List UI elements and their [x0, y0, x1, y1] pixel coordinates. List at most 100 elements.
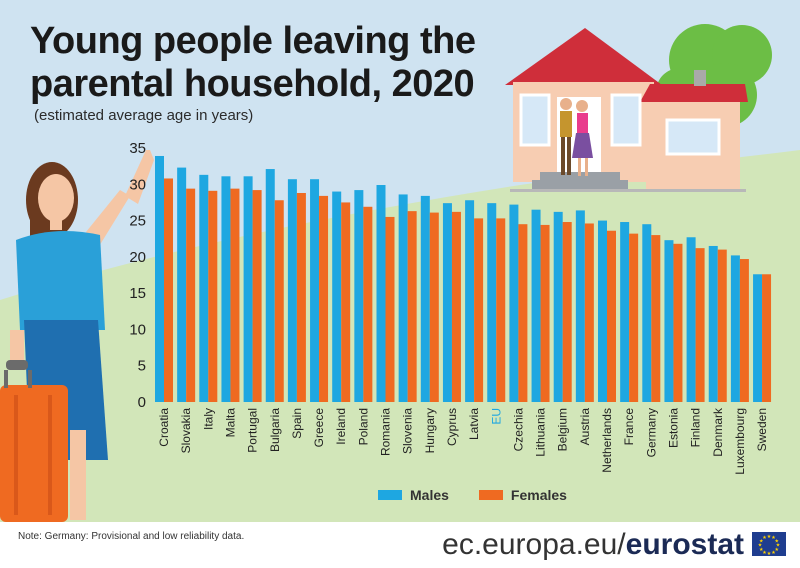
bar-females [451, 211, 461, 402]
bar-females [319, 195, 329, 402]
bar-females [407, 211, 417, 402]
bar-females [584, 223, 594, 402]
bars [155, 155, 772, 402]
x-category-label: Slovakia [179, 408, 193, 454]
x-category-label: Spain [290, 408, 304, 439]
bar-males [620, 222, 630, 402]
bar-females [341, 202, 351, 402]
y-axis: 0 5 10 15 20 25 30 35 [129, 140, 146, 411]
bar-females [717, 249, 727, 402]
x-category-label: Greece [312, 408, 326, 448]
legend-label-females: Females [510, 487, 567, 503]
bar-males [398, 194, 408, 402]
legend-swatch-females [478, 490, 503, 500]
legend-label-males: Males [410, 487, 449, 503]
bar-females [695, 248, 705, 402]
x-category-label: Czechia [511, 408, 525, 452]
x-category-label: Ireland [334, 408, 348, 445]
x-category-label: Lithuania [534, 408, 548, 457]
x-category-label: Slovenia [401, 408, 415, 454]
y-tick-label: 25 [129, 213, 146, 230]
bar-males [575, 210, 585, 402]
bar-males [509, 204, 519, 402]
svg-text:★: ★ [767, 551, 772, 556]
bar-females [429, 212, 439, 402]
svg-text:★: ★ [762, 550, 767, 556]
bar-males [642, 224, 652, 402]
x-category-label: Croatia [157, 408, 171, 447]
bar-males [465, 200, 475, 402]
bar-females [252, 190, 262, 402]
bar-females [607, 230, 616, 402]
bar-females [296, 192, 306, 402]
y-tick-label: 15 [129, 285, 146, 302]
bar-females [762, 274, 772, 402]
bar-males [265, 169, 275, 402]
x-category-label: Belgium [556, 408, 570, 451]
bar-males [664, 240, 674, 402]
x-category-label: Cyprus [445, 408, 459, 446]
bar-males [420, 195, 430, 402]
bar-females [186, 188, 196, 402]
y-tick-label: 0 [138, 394, 146, 411]
footnote: Note: Germany: Provisional and low relia… [18, 531, 245, 542]
x-category-label: Latvia [467, 408, 481, 440]
bar-males [177, 167, 187, 402]
bar-males [310, 179, 320, 402]
brand-name: eurostat [625, 528, 744, 561]
y-tick-label: 35 [129, 140, 146, 157]
chart-subtitle: (estimated average age in years) [34, 107, 254, 124]
bar-males [442, 203, 452, 402]
x-category-label: Austria [578, 408, 592, 446]
y-tick-label: 5 [138, 358, 146, 375]
x-axis-labels: Croatia Slovakia Italy Malta Portugal Bulgari… [157, 407, 769, 475]
bar-females [673, 243, 683, 402]
x-category-label: Netherlands [600, 408, 614, 473]
x-category-label: Malta [223, 408, 237, 438]
house-illustration [505, 28, 748, 192]
bar-females [562, 222, 572, 402]
y-tick-label: 10 [129, 321, 146, 338]
footer: Note: Germany: Provisional and low relia… [0, 522, 800, 568]
bar-females [474, 218, 484, 402]
bar-females [230, 188, 240, 402]
x-category-label: Luxembourg [733, 408, 747, 475]
bar-females [164, 178, 173, 402]
bar-males [730, 255, 740, 402]
x-category-label: Hungary [423, 408, 437, 453]
bar-males [553, 211, 563, 402]
x-category-label: Germany [644, 408, 658, 457]
y-tick-label: 30 [129, 176, 146, 193]
bar-males [243, 176, 253, 402]
x-category-label: Italy [201, 408, 215, 430]
svg-text:★: ★ [775, 547, 780, 553]
svg-text:★: ★ [759, 538, 764, 544]
bar-males [598, 220, 607, 402]
svg-text:★: ★ [762, 535, 767, 541]
bar-males [531, 209, 541, 402]
eurostat-brand[interactable]: ec.europa.eu/eurostat [442, 528, 744, 562]
bar-females [496, 218, 506, 402]
bar-males [686, 237, 696, 402]
bar-males [487, 203, 497, 402]
svg-text:★: ★ [771, 535, 776, 541]
brand-url: ec.europa.eu/ [442, 528, 626, 561]
legend: Males Females [378, 487, 597, 503]
bar-females [274, 200, 284, 402]
bar-females [518, 224, 528, 402]
bar-males [287, 179, 297, 402]
x-category-label: Estonia [666, 408, 680, 448]
bar-females [208, 190, 218, 402]
chart-title: Young people leaving the parental househ… [30, 20, 476, 106]
legend-swatch-males [378, 490, 402, 500]
svg-text:★: ★ [767, 534, 772, 540]
bar-males [376, 185, 386, 402]
svg-text:★: ★ [771, 550, 776, 556]
legend-item-males: Males [378, 487, 449, 503]
bar-females [363, 206, 373, 402]
bar-females [385, 216, 395, 402]
x-category-label: Bulgaria [268, 408, 282, 452]
eu-flag-icon: ★ ★★ ★★★ ★★★ ★★★ [752, 532, 786, 556]
